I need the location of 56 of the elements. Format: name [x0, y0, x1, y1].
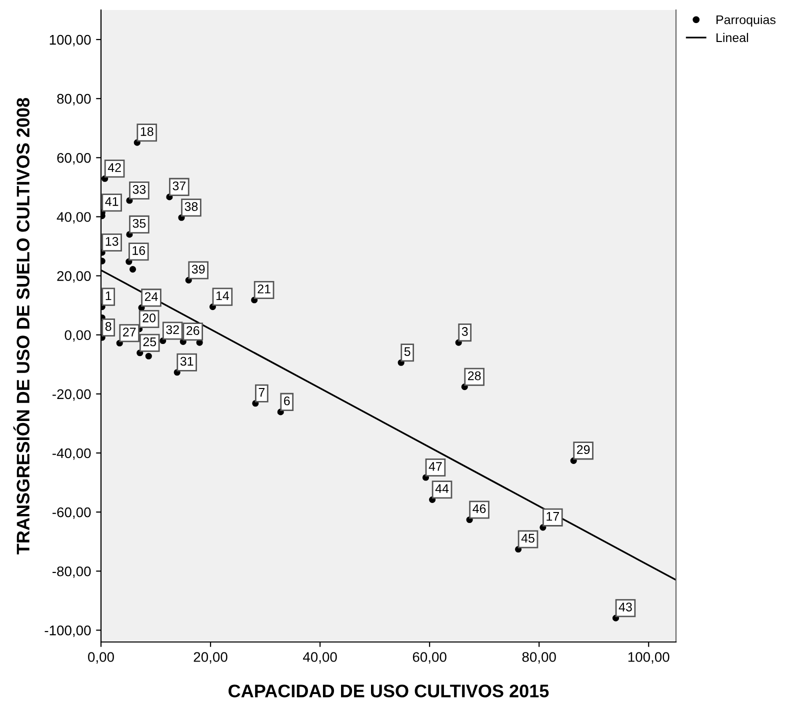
annotation: 29 — [577, 445, 590, 454]
annotation: 16 — [132, 246, 146, 255]
annotation: 20 — [142, 313, 156, 322]
annotation: 1 — [106, 291, 112, 300]
annotation: 6 — [284, 396, 290, 406]
annotation: 44 — [435, 484, 449, 493]
x-tick-label: 80,00 — [522, 652, 556, 664]
x-tick-label: 0,00 — [88, 652, 114, 664]
annotation: 38 — [184, 202, 198, 211]
annotation: 25 — [143, 337, 156, 346]
annotation: 24 — [144, 292, 158, 301]
annotation: 32 — [166, 325, 179, 334]
annotation: 8 — [105, 322, 112, 331]
annotation: 43 — [618, 602, 632, 612]
annotation: 17 — [546, 512, 559, 521]
annotation: 37 — [172, 181, 186, 190]
x-axis-title: CAPACIDAD DE USO CULTIVOS 2015 — [228, 684, 549, 698]
annotation: 26 — [186, 326, 200, 336]
y-tick-label: -20,00 — [52, 389, 91, 401]
y-axis-title: TRANSGRESIÓN DE USO DE SUELO CULTIVOS 2008 — [13, 98, 30, 554]
annotation: 7 — [258, 388, 265, 397]
y-tick-label: 0,00 — [64, 330, 91, 342]
annotation: 31 — [180, 356, 194, 366]
annotation: 33 — [132, 184, 146, 194]
y-tick-label: 100,00 — [50, 34, 91, 46]
y-tick-label: -80,00 — [52, 566, 91, 578]
annotation: 18 — [140, 127, 154, 136]
y-tick-label: 20,00 — [57, 271, 91, 283]
legend-label: Lineal — [716, 32, 748, 42]
x-tick-label: 20,00 — [194, 652, 228, 664]
annotation: 35 — [132, 218, 146, 228]
annotation: 28 — [468, 371, 481, 380]
x-tick-label: 60,00 — [412, 652, 446, 664]
annotation: 3 — [462, 327, 468, 336]
annotation: 21 — [258, 284, 270, 294]
x-tick-label: 100,00 — [628, 652, 670, 664]
y-tick-label: 40,00 — [56, 212, 91, 224]
annotation: 46 — [472, 504, 486, 514]
y-tick-label: -60,00 — [52, 507, 91, 519]
y-tick-label: -40,00 — [52, 448, 91, 460]
point — [145, 352, 152, 360]
y-tick-label: 80,00 — [57, 94, 91, 106]
annotation: 14 — [216, 291, 230, 300]
annotation: 47 — [428, 462, 442, 471]
legend-label: Parroquias — [716, 15, 776, 27]
annotation: 41 — [105, 197, 118, 206]
annotation: 5 — [404, 347, 410, 356]
y-tick-label: -100,00 — [44, 626, 91, 637]
annotation: 27 — [123, 328, 136, 336]
x-tick-label: 40,00 — [302, 652, 337, 664]
annotation: 45 — [521, 534, 534, 543]
annotation: 13 — [106, 236, 118, 246]
annotation: 42 — [108, 163, 121, 172]
point — [129, 266, 136, 273]
y-tick-label: 60,00 — [57, 153, 91, 164]
annotation: 39 — [192, 264, 205, 274]
